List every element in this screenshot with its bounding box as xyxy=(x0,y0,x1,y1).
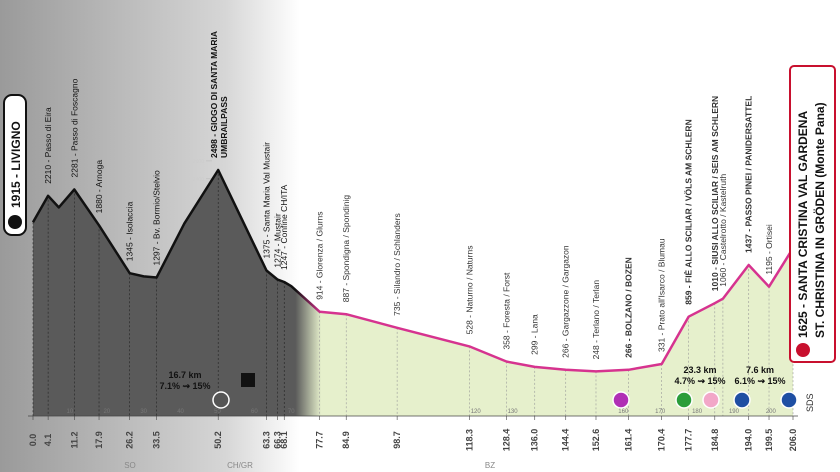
waypoint-label: 266 - BOLZANO / BOZEN xyxy=(623,257,633,358)
climb-gradient: 4.7% ⇝ 15% xyxy=(674,376,725,386)
climb-length: 16.7 km xyxy=(168,370,201,380)
x-tick-label: 170.4 xyxy=(657,429,667,452)
waypoint-label: 735 - Silandro / Schlanders xyxy=(392,213,402,316)
y-tick-label: 2600 xyxy=(193,159,204,165)
x-tick-label: 26.2 xyxy=(125,431,135,449)
x-tick-label: 177.7 xyxy=(684,429,694,452)
waypoint-label: 1195 - Ortisei xyxy=(764,224,774,275)
profile-area xyxy=(33,170,793,416)
route-icon xyxy=(733,391,751,409)
waypoint-label: 1247 - Confine CH/ITA xyxy=(279,184,289,270)
waypoint-label: 299 - Lana xyxy=(530,314,540,355)
region-label: CH/GR xyxy=(227,461,253,470)
waypoint-label: 266 - Gargazzone / Gargazon xyxy=(561,245,571,358)
climb-gradient: 6.1% ⇝ 15% xyxy=(734,376,785,386)
waypoint-label: 859 - FIÈ ALLO SCILIAR / VÖLS AM SCHLERN xyxy=(684,119,694,304)
minor-x-tick-label: 10 xyxy=(67,409,74,415)
waypoint-label: 358 - Foresta / Forst xyxy=(502,272,512,350)
minor-x-tick-label: 190 xyxy=(729,409,740,415)
minor-x-tick-label: 180 xyxy=(692,409,703,415)
waypoint-label: 2210 - Passo di Eira xyxy=(43,107,53,184)
x-tick-label: 152.6 xyxy=(591,429,601,452)
x-tick-label: 118.3 xyxy=(464,429,474,451)
sprint-icon xyxy=(241,373,255,387)
waypoint-label: 2281 - Passo di Foscagno xyxy=(69,78,79,177)
x-tick-label: 68.1 xyxy=(279,431,289,449)
minor-x-tick-label: 50 xyxy=(214,409,221,415)
minor-x-tick-label: 160 xyxy=(618,409,629,415)
x-tick-label: 4.1 xyxy=(43,434,53,447)
x-tick-label: 128.4 xyxy=(502,429,512,452)
waypoint-label: 1274 - Mustair xyxy=(273,213,283,267)
x-tick-label: 161.4 xyxy=(623,429,633,452)
x-tick-label: 63.3 xyxy=(262,431,272,449)
x-tick-label: 50.2 xyxy=(213,431,223,449)
waypoint-label: 1297 - Bv. Bormio/Stelvio xyxy=(152,170,162,266)
x-tick-label: 77.7 xyxy=(315,431,325,449)
minor-x-tick-label: 120 xyxy=(471,409,482,415)
start-icon xyxy=(8,215,22,229)
minor-x-tick-label: 130 xyxy=(508,409,519,415)
y-tick-label: 2200 xyxy=(193,195,204,201)
x-tick-label: 0.0 xyxy=(28,434,38,447)
waypoint-label: 887 - Spondigna / Spondinig xyxy=(341,195,351,303)
minor-x-tick-label: 60 xyxy=(251,409,258,415)
route-icon xyxy=(780,391,798,409)
profile-line xyxy=(31,168,795,373)
waypoint-label: 2498 - GIOGO DI SANTA MARIA xyxy=(209,31,219,158)
finish-box xyxy=(789,65,836,363)
x-tick-label: 17.9 xyxy=(94,431,104,449)
x-tick-label: 11.2 xyxy=(69,431,79,448)
waypoint-label: 1880 - Arnoga xyxy=(94,160,104,214)
start-box xyxy=(3,94,27,236)
waypoint-label: 1345 - Isolaccia xyxy=(125,201,135,261)
x-tick-label: 144.4 xyxy=(561,429,571,452)
minor-x-tick-label: 40 xyxy=(177,409,184,415)
route-icon xyxy=(212,391,230,409)
route-icon xyxy=(675,391,693,409)
x-tick-label: 194.0 xyxy=(744,429,754,452)
waypoint-label: UMBRAILPASS xyxy=(219,96,229,158)
x-tick-label: 66.3 xyxy=(273,431,283,449)
finish-label: 1625 - SANTA CRISTINA VAL GARDENA xyxy=(796,111,810,338)
waypoint-label: 248 - Terlano / Terlan xyxy=(591,280,601,360)
minor-x-tick-label: 30 xyxy=(140,409,147,415)
route-icon xyxy=(612,391,630,409)
climb-gradient: 7.1% ⇝ 15% xyxy=(159,381,210,391)
x-tick-label: 136.0 xyxy=(530,429,540,452)
waypoint-label: 1375 - Santa Maria Val Mustair xyxy=(262,142,272,259)
minor-x-tick-label: 170 xyxy=(655,409,666,415)
minor-x-tick-label: 70 xyxy=(288,409,295,415)
climb-length: 23.3 km xyxy=(683,365,716,375)
waypoint-label: 528 - Naturno / Naturns xyxy=(464,246,474,335)
x-tick-label: 206.0 xyxy=(788,429,798,452)
route-icon xyxy=(702,391,720,409)
x-tick-label: 184.8 xyxy=(710,429,720,452)
minor-x-tick-label: 200 xyxy=(766,409,777,415)
waypoint-label: 1437 - PASSO PINEI / PANIDERSATTEL xyxy=(744,96,754,253)
finish-mark: SDS xyxy=(805,393,815,412)
waypoint-label: 1010 - SIUSI ALLO SCILIAR / SEIS AM SCHL… xyxy=(710,96,720,291)
region-label: BZ xyxy=(485,461,495,470)
waypoint-label: 331 - Prato all'Isarco / Blumau xyxy=(657,238,667,352)
region-label: SO xyxy=(124,461,136,470)
x-tick-label: 98.7 xyxy=(392,431,402,449)
x-tick-label: 84.9 xyxy=(341,431,351,449)
y-tick-label: 2400 xyxy=(193,177,204,183)
x-tick-label: 199.5 xyxy=(764,429,774,452)
waypoint-label: 1060 - Castelrotto / Kastelruth xyxy=(718,174,728,287)
x-tick-label: 33.5 xyxy=(152,431,162,449)
finish-label: ST. CHRISTINA IN GRÖDEN (Monte Pana) xyxy=(812,102,827,338)
minor-x-tick-label: 20 xyxy=(103,409,110,415)
climb-length: 7.6 km xyxy=(746,365,774,375)
finish-icon xyxy=(796,343,810,357)
waypoint-label: 914 - Glorenza / Glurns xyxy=(315,211,325,299)
start-label: 1915 - LIVIGNO xyxy=(9,121,23,208)
